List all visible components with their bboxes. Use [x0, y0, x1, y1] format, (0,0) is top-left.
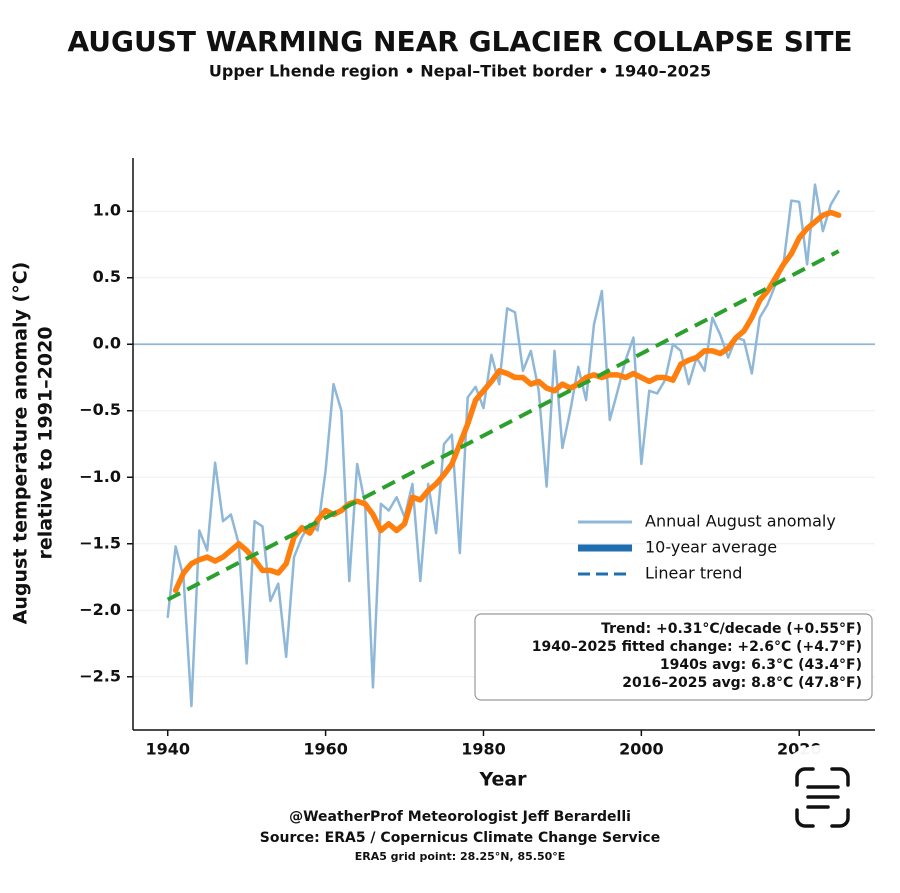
y-tick-label: 0.0 [93, 334, 121, 353]
series-line [166, 183, 840, 708]
lens-icon [795, 767, 850, 828]
chart-title: AUGUST WARMING NEAR GLACIER COLLAPSE SIT… [67, 25, 852, 58]
series-line [172, 209, 842, 594]
footer-credit: @WeatherProf Meteorologist Jeff Berardel… [289, 809, 631, 825]
chart-subtitle: Upper Lhende region • Nepal–Tibet border… [209, 62, 711, 81]
legend-label: Annual August anomaly [645, 512, 836, 531]
stats-box [474, 613, 873, 701]
legend-label: 10-year average [645, 538, 777, 557]
stats-line: 1940–2025 fitted change: +2.6°C (+4.7°F) [532, 639, 862, 655]
x-tick-label: 2000 [619, 740, 664, 759]
y-tick-label: 0.5 [93, 267, 121, 286]
y-tick-label: −2.0 [79, 600, 121, 619]
footer-gridpoint: ERA5 grid point: 28.25°N, 85.50°E [355, 850, 566, 863]
y-tick-label: −2.5 [79, 666, 121, 685]
lens-icon-lines [806, 785, 840, 809]
x-tick-label: 1940 [145, 740, 190, 759]
x-tick-label: 1980 [461, 740, 506, 759]
stats-line: 1940s avg: 6.3°C (43.4°F) [660, 657, 862, 673]
y-tick-label: −1.5 [79, 533, 121, 552]
lens-button[interactable] [770, 745, 874, 849]
y-axis-label: relative to 1991–2020 [35, 326, 57, 559]
legend-label: Linear trend [645, 564, 742, 583]
x-axis-label: Year [478, 769, 527, 791]
x-tick-label: 1960 [303, 740, 348, 759]
y-axis-label: August temperature anomaly (°C) [10, 262, 32, 625]
y-tick-label: −0.5 [79, 400, 121, 419]
footer-source: Source: ERA5 / Copernicus Climate Change… [260, 830, 660, 846]
y-tick-label: −1.0 [79, 467, 121, 486]
y-tick-label: 1.0 [93, 201, 121, 220]
series-line [166, 249, 840, 602]
stats-line: 2016–2025 avg: 8.8°C (47.8°F) [622, 675, 862, 691]
stats-line: Trend: +0.31°C/decade (+0.55°F) [601, 621, 862, 637]
